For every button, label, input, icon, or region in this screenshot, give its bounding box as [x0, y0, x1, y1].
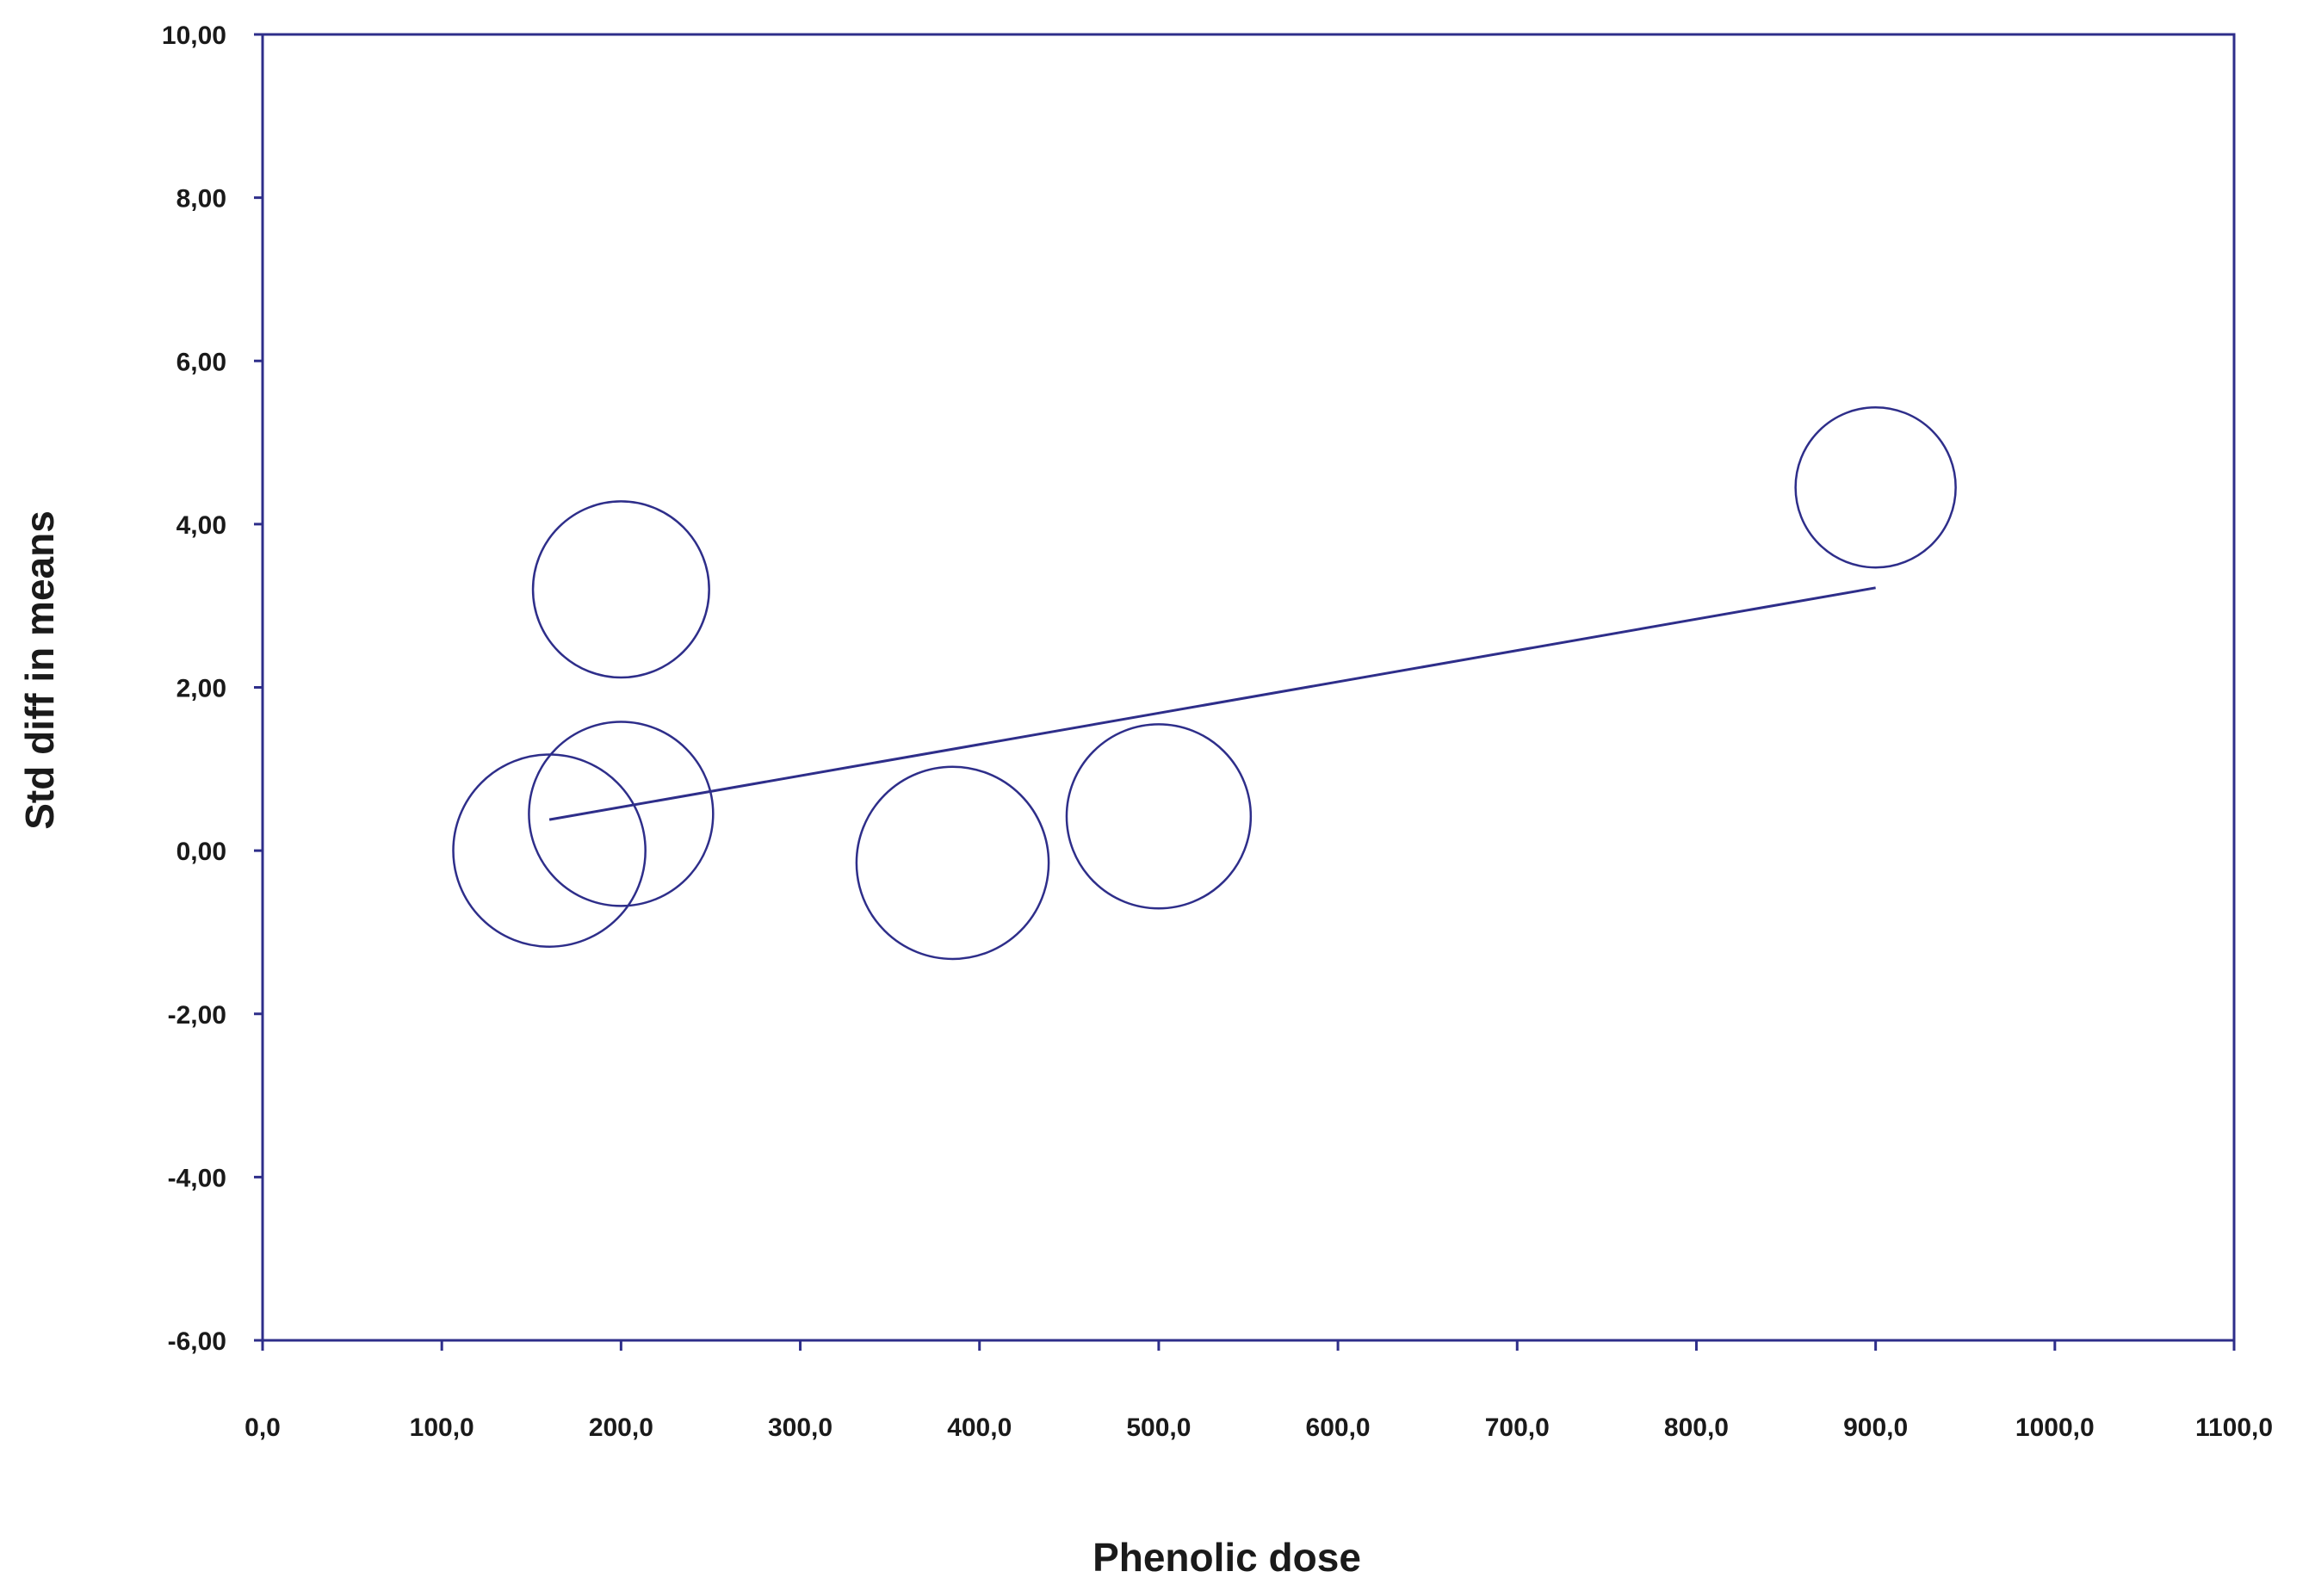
x-axis-title: Phenolic dose: [1093, 1535, 1361, 1580]
regression-line-group: [548, 586, 1876, 821]
x-axis: 0,0 100,0 200,0 300,0 400,0 500,0 600,0 700,0 80…: [244, 1340, 2273, 1442]
x-tick-label: 400,0: [947, 1414, 1012, 1442]
y-tick-label: -4,00: [168, 1164, 226, 1192]
y-tick-label: 0,00: [176, 838, 226, 866]
y-tick-label: -6,00: [168, 1327, 226, 1356]
x-tick-label: 600,0: [1306, 1414, 1371, 1442]
study-point: [452, 753, 647, 948]
y-tick-label: 8,00: [176, 185, 226, 213]
y-tick-label: 4,00: [176, 511, 226, 540]
study-point: [1065, 723, 1253, 910]
y-axis-title: Std diff in means: [17, 510, 62, 830]
y-tick-label: 2,00: [176, 675, 226, 703]
data-points: [452, 405, 1957, 961]
y-axis: -6,00 -4,00 -2,00 0,00 2,00 4,00 6,00 8,00 10,00: [162, 22, 263, 1356]
x-tick-label: 800,0: [1664, 1414, 1729, 1442]
x-tick-label: 1100,0: [2195, 1414, 2273, 1442]
study-point: [855, 765, 1050, 961]
x-tick-label: 1000,0: [2015, 1414, 2095, 1442]
y-tick-label: 10,00: [162, 22, 226, 50]
x-tick-label: 200,0: [589, 1414, 653, 1442]
x-tick-label: 500,0: [1126, 1414, 1191, 1442]
x-tick-label: 700,0: [1485, 1414, 1550, 1442]
x-tick-label: 300,0: [768, 1414, 833, 1442]
x-tick-label: 900,0: [1843, 1414, 1908, 1442]
study-point: [528, 721, 715, 907]
x-tick-label: 100,0: [410, 1414, 474, 1442]
study-point: [1794, 405, 1957, 569]
y-tick-label: 6,00: [176, 348, 226, 376]
plot-frame: [261, 33, 2236, 1342]
plot-area: [261, 33, 2236, 1342]
regression-line: [548, 586, 1876, 821]
study-point: [531, 500, 710, 679]
y-tick-label: -2,00: [168, 1001, 226, 1030]
x-tick-label: 0,0: [244, 1414, 281, 1442]
